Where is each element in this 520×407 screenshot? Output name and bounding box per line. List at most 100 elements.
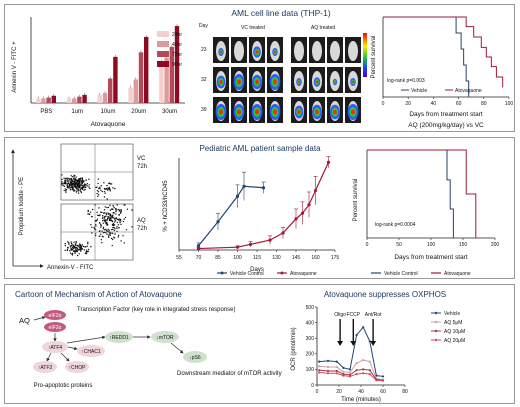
flow-dot-vc	[66, 177, 68, 179]
survival-b-ylabel: Percent survival	[353, 179, 359, 222]
flow-dot-vc	[61, 174, 63, 176]
flow-dot-aq	[94, 229, 97, 231]
flow-dot-aq	[123, 204, 125, 206]
survival-chart-b: Percent survival 0 50 100 150 200 log-rank p…	[353, 149, 499, 261]
flow-dot-vc	[100, 184, 102, 187]
mouse-body	[330, 41, 340, 61]
flow-ylabel: Propidium Iodide - PE	[19, 177, 25, 235]
flow-dot-aq	[123, 218, 125, 220]
pro-apoptotic-text: Pro-apoptotic proteins	[34, 383, 93, 389]
survival-a-logrank: log-rank p=0.003	[387, 78, 425, 84]
injection-arrow-label: Oligo	[334, 312, 346, 318]
pdx-line-chart: Pediatric AML patient sample data % + hC…	[163, 144, 339, 273]
flow-dot-aq	[117, 208, 120, 211]
imaging-day-32: 32	[201, 77, 207, 83]
flow-dot-aq	[101, 230, 103, 232]
oxphos-y-tick-label: 200	[306, 352, 315, 358]
pdx-point	[242, 184, 246, 188]
oxphos-legend-label: Vehicle	[444, 311, 460, 317]
flow-dot-aq	[102, 236, 104, 238]
oxphos-legend-marker	[434, 329, 438, 333]
flow-dot-vc	[97, 178, 99, 180]
flow-dot-aq	[119, 220, 122, 222]
flow-dot-aq	[88, 248, 90, 251]
signal-core	[334, 81, 336, 83]
oxphos-point	[335, 369, 338, 373]
survival-a-x-tick-label: 80	[481, 101, 487, 107]
flow-dot-vc	[63, 189, 65, 192]
oxphos-point	[362, 372, 365, 375]
flow-dot-aq	[113, 226, 115, 229]
pdx-x-tick-label: 55	[176, 255, 182, 261]
oxphos-point	[348, 368, 352, 371]
flow-dot-vc	[74, 183, 77, 185]
flow-dot-aq	[78, 248, 81, 251]
flow-dot-aq	[111, 208, 113, 210]
flow-dot-aq	[99, 230, 101, 232]
flow-dot-vc	[74, 185, 76, 188]
imaging-day-39: 39	[201, 107, 207, 113]
flow-dot-vc	[101, 190, 104, 193]
survival-a-x-tick-label: 20	[405, 101, 411, 107]
pdx-point	[235, 245, 240, 249]
flow-dot-aq	[98, 207, 100, 209]
flow-dot-vc	[81, 177, 83, 179]
signal-core	[297, 110, 301, 114]
flow-dot-aq	[108, 234, 110, 236]
eif2a-node-1	[44, 310, 66, 320]
flow-dot-vc	[67, 178, 69, 180]
pdx-point	[196, 246, 201, 251]
oxphos-x-tick-label: 0	[316, 389, 319, 395]
flow-dot-vc	[108, 187, 111, 190]
ps6-label: ↓pS6	[189, 355, 201, 361]
flow-aq-time: 72h	[137, 226, 147, 232]
flow-cytometry-plots: Propidium Iodide - PE Annexin-V - FITC V…	[11, 143, 147, 271]
signal-core	[315, 109, 319, 115]
bar-20um-48hr	[133, 79, 138, 103]
flow-dot-vc	[73, 189, 76, 191]
flow-dot-vc	[73, 183, 76, 186]
flow-dot-aq	[106, 233, 108, 235]
pdx-point	[281, 231, 285, 235]
flow-dot-vc	[79, 188, 82, 191]
flow-dot-aq	[83, 249, 85, 251]
flow-dot-vc	[75, 186, 77, 188]
pro-apoptotic-label: Pro-apoptotic proteins	[34, 383, 93, 389]
flow-dot-vc	[103, 191, 106, 193]
flow-dot-aq	[107, 213, 110, 215]
oxphos-point	[348, 373, 352, 376]
bar-category-label: 1um	[71, 109, 83, 115]
flow-dot-aq	[77, 249, 80, 251]
signal-core	[219, 80, 223, 84]
atf4-label: ↑ATF4	[48, 345, 63, 351]
signal-core	[298, 80, 300, 84]
flow-dot-vc	[86, 183, 89, 185]
flow-dot-aq	[87, 213, 89, 215]
bar-PBS-48hr	[41, 98, 46, 103]
oxphos-line-2	[319, 368, 384, 381]
flow-dot-vc	[80, 190, 82, 193]
flow-dot-aq	[85, 246, 87, 248]
oxphos-ylabel: OCR (pmol/min)	[291, 327, 297, 370]
flow-dot-aq	[99, 222, 101, 224]
flow-dot-aq	[118, 227, 120, 229]
bar-category-label: 20um	[131, 109, 146, 115]
flow-dot-vc	[61, 184, 63, 186]
flow-dot-aq	[99, 214, 101, 216]
flow-dot-aq	[80, 246, 82, 248]
flow-dot-vc	[96, 192, 98, 195]
flow-dot-aq	[115, 207, 117, 210]
pdx-point	[248, 242, 253, 246]
oxphos-chart: Atovaquone suppresses OXPHOS OCR (pmol/m…	[291, 290, 465, 403]
pdx-legend-vc-label: Vehicle Control	[230, 271, 264, 277]
signal-core	[220, 50, 222, 54]
flow-dot-vc	[103, 182, 105, 184]
signal-core	[352, 80, 354, 84]
flow-dot-aq	[118, 213, 120, 216]
flow-dot-vc	[105, 187, 107, 190]
oxphos-ticks: 0 100 200 300 400 500 0 20 40 60 80	[306, 305, 408, 395]
signal-core	[255, 109, 259, 115]
flow-dot-aq	[118, 209, 121, 212]
mouse-body	[294, 41, 304, 61]
flow-dot-aq	[122, 220, 125, 223]
